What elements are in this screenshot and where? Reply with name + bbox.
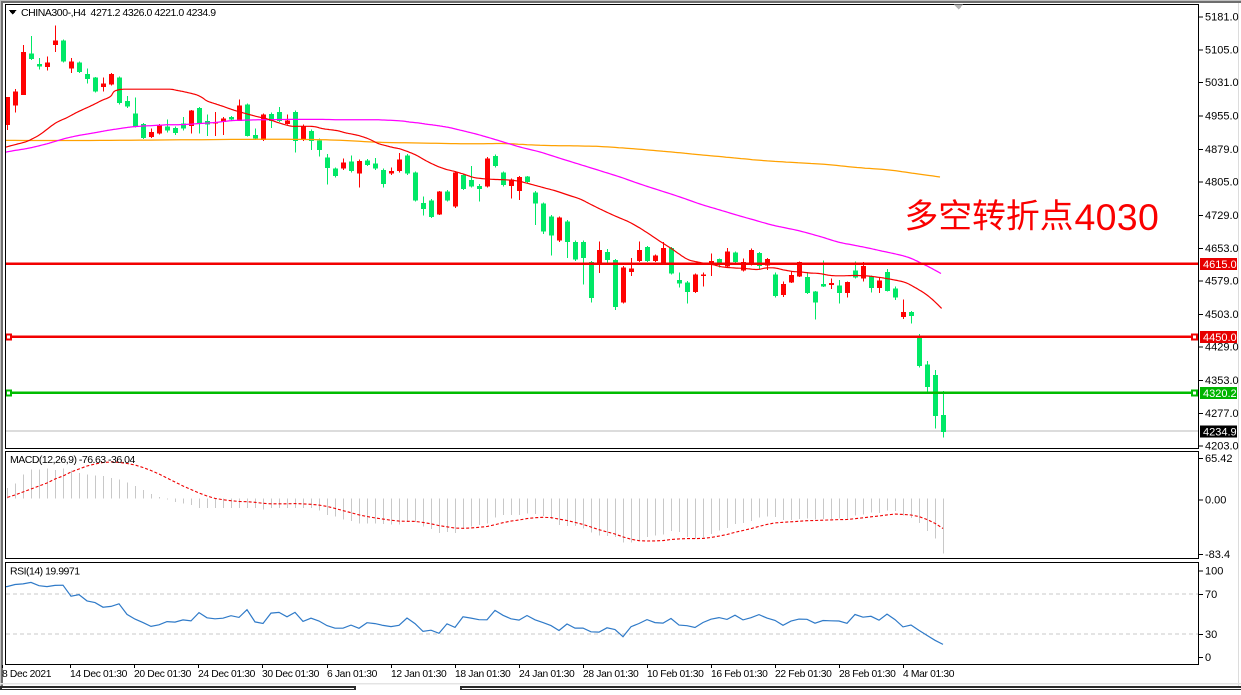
- svg-text:4579.0: 4579.0: [1205, 276, 1239, 288]
- svg-text:24 Jan 01:30: 24 Jan 01:30: [519, 669, 575, 680]
- svg-text:14 Dec 01:30: 14 Dec 01:30: [70, 669, 128, 680]
- svg-text:22 Feb 01:30: 22 Feb 01:30: [775, 669, 832, 680]
- svg-text:28 Jan 01:30: 28 Jan 01:30: [583, 669, 639, 680]
- svg-text:4320.2: 4320.2: [1203, 388, 1237, 400]
- svg-text:4203.0: 4203.0: [1205, 441, 1239, 453]
- svg-text:100: 100: [1205, 566, 1223, 578]
- svg-text:0: 0: [1205, 652, 1211, 664]
- svg-text:RSI(14) 19.9971: RSI(14) 19.9971: [10, 566, 80, 578]
- svg-text:0.00: 0.00: [1205, 495, 1226, 507]
- svg-text:12 Jan 01:30: 12 Jan 01:30: [391, 669, 447, 680]
- svg-text:4729.0: 4729.0: [1205, 210, 1239, 222]
- svg-text:4 Mar 01:30: 4 Mar 01:30: [903, 669, 955, 680]
- svg-text:5105.0: 5105.0: [1205, 45, 1239, 57]
- svg-text:MACD(12,26,9) -76.63 -36.04: MACD(12,26,9) -76.63 -36.04: [10, 454, 135, 466]
- svg-text:4450.0: 4450.0: [1203, 332, 1237, 344]
- svg-text:30 Dec 01:30: 30 Dec 01:30: [262, 669, 320, 680]
- svg-text:4805.0: 4805.0: [1205, 176, 1239, 188]
- svg-text:8 Dec 2021: 8 Dec 2021: [2, 669, 52, 680]
- svg-text:28 Feb 01:30: 28 Feb 01:30: [839, 669, 896, 680]
- svg-text:4653.0: 4653.0: [1205, 243, 1239, 255]
- svg-text:4955.0: 4955.0: [1205, 111, 1239, 123]
- svg-text:16 Feb 01:30: 16 Feb 01:30: [711, 669, 768, 680]
- svg-text:18 Jan 01:30: 18 Jan 01:30: [455, 669, 511, 680]
- svg-text:4353.0: 4353.0: [1205, 375, 1239, 387]
- svg-text:-83.4: -83.4: [1205, 549, 1230, 561]
- svg-text:4234.9: 4234.9: [1203, 427, 1237, 439]
- svg-text:4429.0: 4429.0: [1205, 342, 1239, 354]
- svg-text:CHINA300-,H4 4271.2 4326.0 42: CHINA300-,H4 4271.2 4326.0 4221.0 4234.9: [21, 7, 216, 19]
- svg-text:5031.0: 5031.0: [1205, 77, 1239, 89]
- svg-text:65.42: 65.42: [1205, 453, 1233, 465]
- svg-text:4030: 4030: [1075, 196, 1160, 238]
- svg-text:4277.0: 4277.0: [1205, 408, 1239, 420]
- svg-text:30: 30: [1205, 629, 1217, 641]
- svg-text:6 Jan 01:30: 6 Jan 01:30: [327, 669, 378, 680]
- svg-text:10 Feb 01:30: 10 Feb 01:30: [647, 669, 704, 680]
- svg-text:24 Dec 01:30: 24 Dec 01:30: [198, 669, 256, 680]
- svg-text:5181.0: 5181.0: [1205, 11, 1239, 23]
- svg-text:70: 70: [1205, 589, 1217, 601]
- svg-text:4503.0: 4503.0: [1205, 309, 1239, 321]
- svg-text:4879.0: 4879.0: [1205, 144, 1239, 156]
- svg-text:20 Dec 01:30: 20 Dec 01:30: [134, 669, 192, 680]
- svg-text:4615.0: 4615.0: [1203, 259, 1237, 271]
